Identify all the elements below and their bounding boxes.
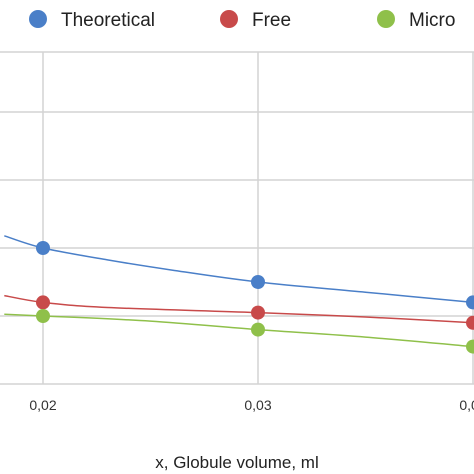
data-point-theoretical-1 (251, 275, 265, 289)
legend-marker-theoretical (29, 10, 47, 28)
x-tick-label-0: 0,02 (29, 397, 56, 413)
legend-marker-free (220, 10, 238, 28)
data-point-free-2 (466, 315, 474, 330)
legend-item-theoretical: Theoretical (29, 10, 155, 31)
x-axis-ticks: 0,02 0,03 0,04 (29, 397, 474, 413)
data-point-theoretical-2 (466, 295, 474, 310)
data-point-micro-2 (466, 339, 474, 354)
x-axis-title: x, Globule volume, ml (155, 453, 318, 472)
series-micro (4, 309, 474, 354)
x-tick-label-1: 0,03 (244, 397, 271, 413)
legend-item-micro: Micro (377, 10, 455, 31)
series-free (4, 294, 474, 330)
series-layer (4, 235, 474, 354)
legend-item-free: Free (220, 10, 291, 31)
series-line-free (4, 294, 474, 324)
legend-label-free: Free (252, 10, 291, 31)
data-point-free-0 (36, 295, 50, 310)
data-point-micro-0 (36, 309, 50, 323)
legend-label-micro: Micro (409, 10, 455, 31)
series-line-theoretical (4, 235, 474, 304)
data-point-micro-1 (251, 322, 265, 337)
legend-label-theoretical: Theoretical (61, 10, 155, 31)
x-tick-label-2: 0,04 (459, 397, 474, 413)
data-point-theoretical-0 (36, 241, 50, 255)
legend: Theoretical Free Micro (29, 10, 455, 31)
series-theoretical (4, 235, 474, 310)
legend-marker-micro (377, 10, 395, 28)
data-point-free-1 (251, 305, 265, 320)
grid (0, 51, 474, 385)
